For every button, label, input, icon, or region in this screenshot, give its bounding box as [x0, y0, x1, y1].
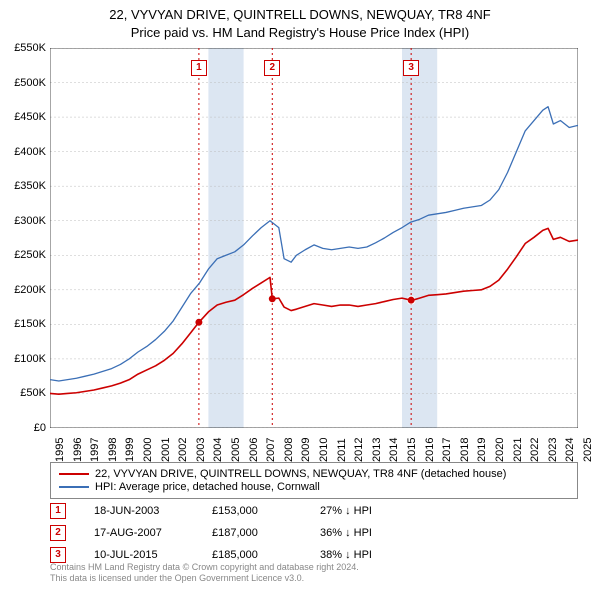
x-axis-tick-label: 2022: [529, 438, 541, 462]
sale-row-diff: 27% ↓ HPI: [320, 505, 410, 517]
y-axis-tick-label: £250K: [2, 249, 46, 261]
x-axis-tick-label: 2000: [142, 438, 154, 462]
x-axis-tick-label: 2007: [265, 438, 277, 462]
y-axis-tick-label: £200K: [2, 284, 46, 296]
y-axis-tick-label: £500K: [2, 77, 46, 89]
title-line-2: Price paid vs. HM Land Registry's House …: [0, 24, 600, 42]
y-axis-tick-label: £100K: [2, 353, 46, 365]
x-axis-tick-label: 2015: [406, 438, 418, 462]
chart-svg: [50, 48, 578, 428]
x-axis-tick-label: 2001: [160, 438, 172, 462]
x-axis-tick-label: 1999: [124, 438, 136, 462]
sale-row-date: 10-JUL-2015: [94, 549, 184, 561]
x-axis-tick-label: 2006: [248, 438, 260, 462]
sale-marker-badge: 1: [191, 60, 207, 76]
x-axis-tick-label: 2014: [388, 438, 400, 462]
x-axis-tick-label: 2017: [441, 438, 453, 462]
sale-markers-table: 1 18-JUN-2003 £153,000 27% ↓ HPI 2 17-AUG-200…: [50, 503, 410, 569]
x-axis-tick-label: 2016: [424, 438, 436, 462]
sale-row-date: 18-JUN-2003: [94, 505, 184, 517]
sale-row-badge: 3: [50, 547, 66, 563]
x-axis-tick-label: 2012: [353, 438, 365, 462]
legend-swatch-hpi: [59, 486, 89, 488]
y-axis-tick-label: £50K: [2, 387, 46, 399]
x-axis-tick-label: 2020: [494, 438, 506, 462]
x-axis-tick-label: 2024: [564, 438, 576, 462]
x-axis-tick-label: 2013: [371, 438, 383, 462]
x-axis-tick-label: 1997: [89, 438, 101, 462]
sale-row-diff: 36% ↓ HPI: [320, 527, 410, 539]
sale-row-price: £185,000: [212, 549, 292, 561]
chart-plot-area: [50, 48, 578, 428]
x-axis-tick-label: 2025: [582, 438, 594, 462]
title-line-1: 22, VYVYAN DRIVE, QUINTRELL DOWNS, NEWQU…: [0, 6, 600, 24]
sale-row: 2 17-AUG-2007 £187,000 36% ↓ HPI: [50, 525, 410, 541]
x-axis-tick-label: 2009: [300, 438, 312, 462]
legend-label-property: 22, VYVYAN DRIVE, QUINTRELL DOWNS, NEWQU…: [95, 468, 506, 480]
sale-marker-badge: 3: [403, 60, 419, 76]
y-axis-tick-label: £150K: [2, 318, 46, 330]
x-axis-tick-label: 1998: [107, 438, 119, 462]
sale-row-diff: 38% ↓ HPI: [320, 549, 410, 561]
x-axis-tick-label: 1996: [72, 438, 84, 462]
sale-row-price: £187,000: [212, 527, 292, 539]
x-axis-tick-label: 2021: [512, 438, 524, 462]
y-axis-tick-label: £550K: [2, 42, 46, 54]
legend-label-hpi: HPI: Average price, detached house, Corn…: [95, 481, 320, 493]
y-axis-tick-label: £350K: [2, 180, 46, 192]
footer-attribution: Contains HM Land Registry data © Crown c…: [50, 562, 359, 585]
legend: 22, VYVYAN DRIVE, QUINTRELL DOWNS, NEWQU…: [50, 462, 578, 499]
sale-row-price: £153,000: [212, 505, 292, 517]
footer-line-2: This data is licensed under the Open Gov…: [50, 573, 359, 584]
y-axis-tick-label: £0: [2, 422, 46, 434]
sale-row-badge: 1: [50, 503, 66, 519]
sale-marker-badge: 2: [264, 60, 280, 76]
sale-row-date: 17-AUG-2007: [94, 527, 184, 539]
x-axis-tick-label: 2019: [476, 438, 488, 462]
x-axis-tick-label: 2010: [318, 438, 330, 462]
x-axis-tick-label: 2002: [177, 438, 189, 462]
legend-swatch-property: [59, 473, 89, 475]
y-axis-tick-label: £400K: [2, 146, 46, 158]
x-axis-tick-label: 2023: [547, 438, 559, 462]
x-axis-tick-label: 2004: [212, 438, 224, 462]
footer-line-1: Contains HM Land Registry data © Crown c…: [50, 562, 359, 573]
sale-row: 3 10-JUL-2015 £185,000 38% ↓ HPI: [50, 547, 410, 563]
x-axis-tick-label: 2018: [459, 438, 471, 462]
sale-row-badge: 2: [50, 525, 66, 541]
sale-row: 1 18-JUN-2003 £153,000 27% ↓ HPI: [50, 503, 410, 519]
y-axis-tick-label: £300K: [2, 215, 46, 227]
x-axis-tick-label: 2008: [283, 438, 295, 462]
x-axis-tick-label: 2011: [336, 438, 348, 462]
x-axis-tick-label: 1995: [54, 438, 66, 462]
x-axis-tick-label: 2003: [195, 438, 207, 462]
y-axis-tick-label: £450K: [2, 111, 46, 123]
x-axis-tick-label: 2005: [230, 438, 242, 462]
